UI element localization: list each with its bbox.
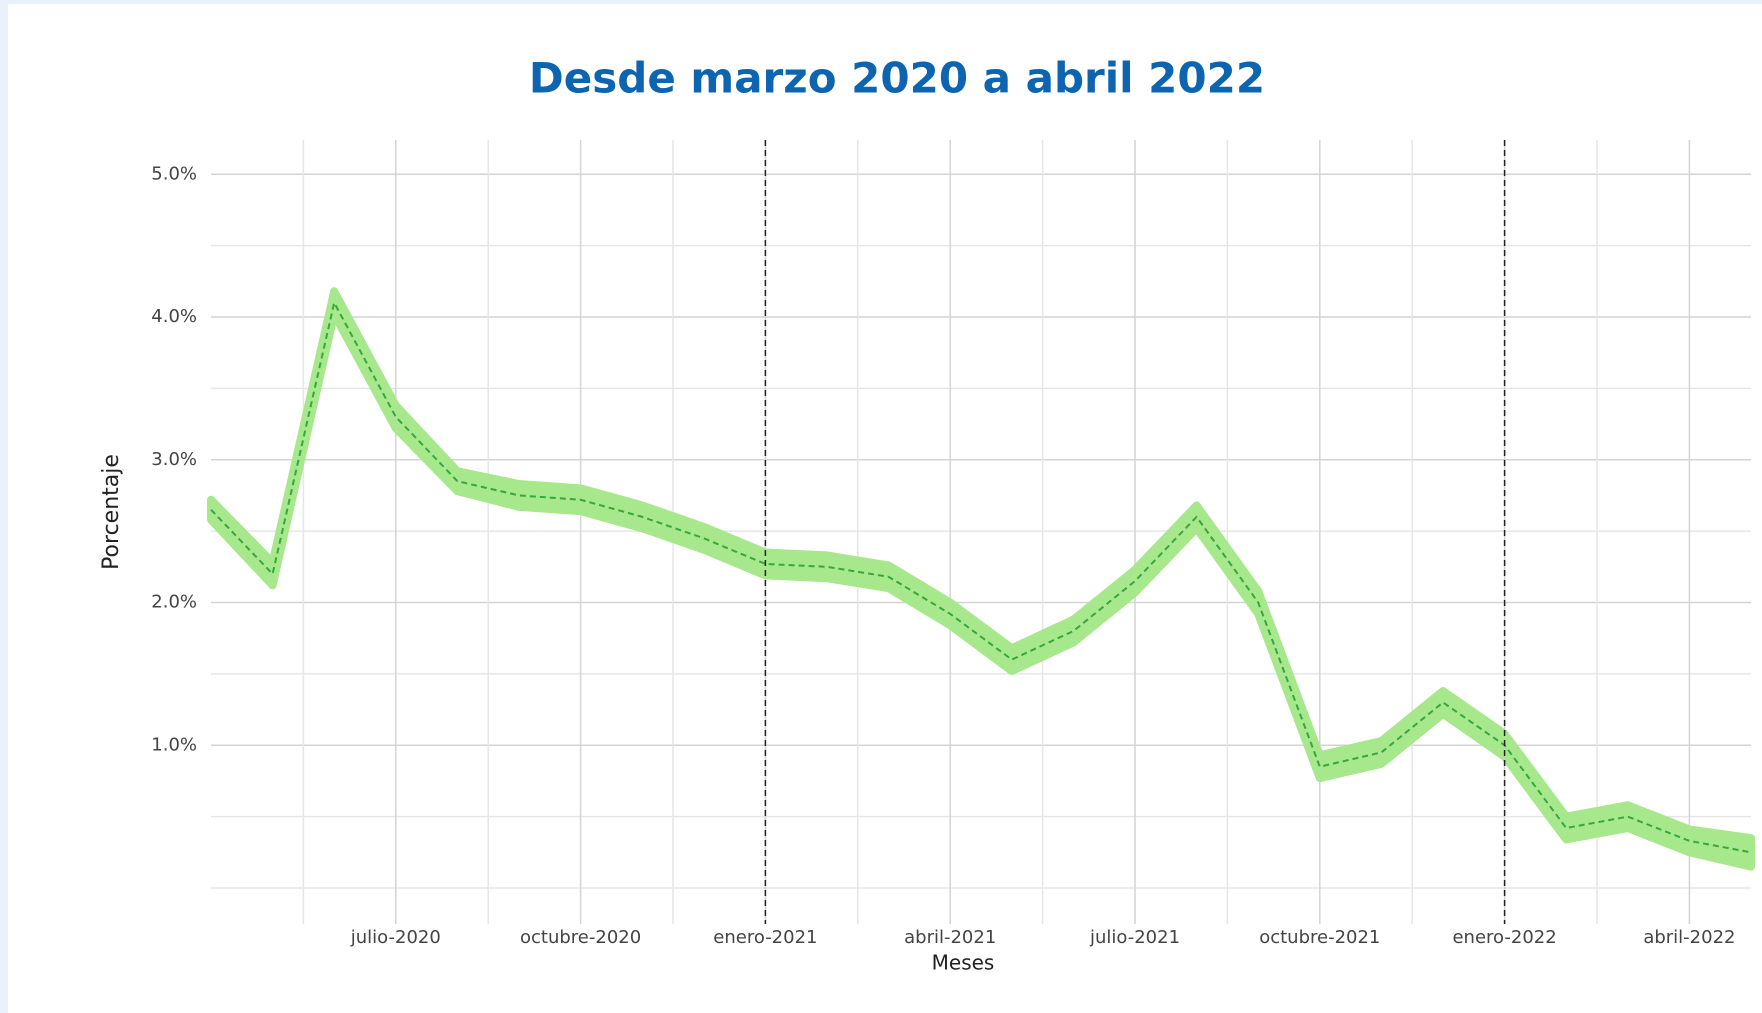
x-tick-label: julio-2020: [350, 927, 441, 948]
x-tick-label: abril-2022: [1643, 927, 1735, 948]
x-tick-label: octubre-2020: [520, 927, 641, 948]
x-tick-label: octubre-2021: [1259, 927, 1380, 948]
x-tick-label: julio-2021: [1089, 927, 1180, 948]
page: Desde marzo 2020 a abril 2022 Meses Porc…: [8, 4, 1762, 1013]
y-tick-label: 5.0%: [151, 163, 197, 184]
y-tick-label: 3.0%: [151, 449, 197, 470]
confidence-band: [207, 287, 1755, 871]
x-axis-label: Meses: [932, 951, 995, 975]
y-tick-label: 1.0%: [151, 734, 197, 755]
plot: [207, 140, 1755, 924]
y-tick-label: 2.0%: [151, 592, 197, 613]
chart-title: Desde marzo 2020 a abril 2022: [529, 54, 1265, 103]
y-tick-label: 4.0%: [151, 306, 197, 327]
grid: 1.0% 2.0% 3.0% 4.0% 5.0% julio-2020 octubre-20…: [151, 140, 1751, 948]
y-axis-label: Porcentaje: [99, 454, 124, 570]
x-tick-label: abril-2021: [904, 927, 996, 948]
x-tick-label: enero-2022: [1452, 927, 1556, 948]
chart: Desde marzo 2020 a abril 2022 Meses Porc…: [99, 54, 1755, 975]
x-tick-label: enero-2021: [713, 927, 817, 948]
line: [210, 301, 1752, 854]
